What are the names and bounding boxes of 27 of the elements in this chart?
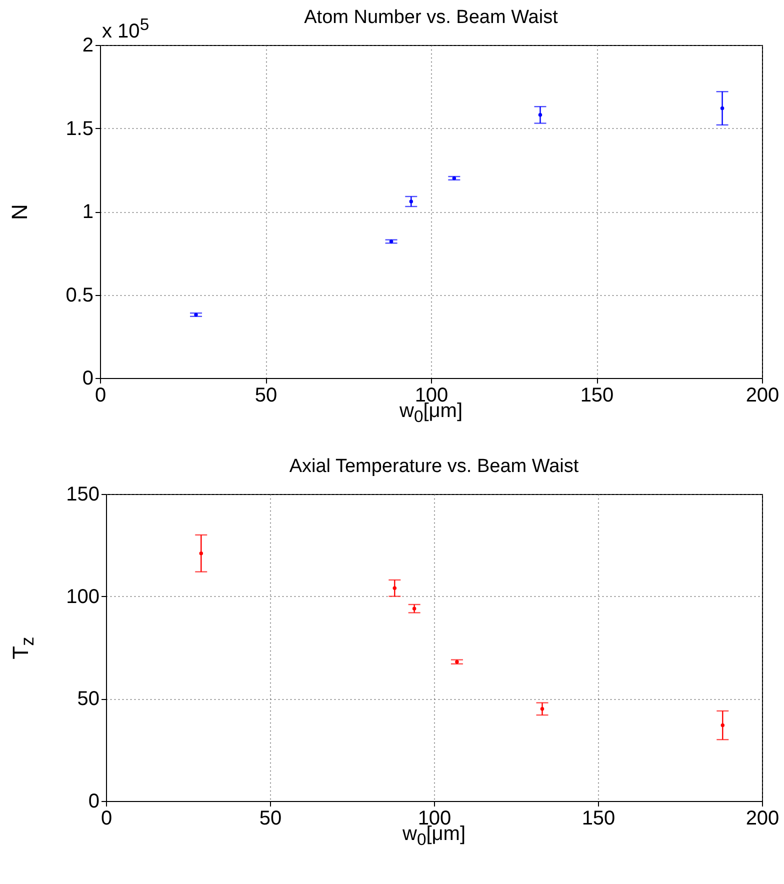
x-tick-label: 200: [746, 384, 780, 406]
y-tick-label: 50: [77, 688, 100, 710]
x-tick-label: 200: [746, 808, 780, 830]
y-tick-label: 0: [82, 368, 94, 390]
point: [538, 113, 542, 117]
x-tick-label: 50: [259, 808, 282, 830]
y-tick-label: 100: [66, 586, 100, 608]
x-tick-label: 50: [254, 384, 278, 406]
point: [540, 707, 544, 711]
chart-title: Atom Number vs. Beam Waist: [304, 7, 559, 28]
y-tick-label: 0: [88, 790, 100, 812]
point: [392, 586, 397, 590]
x-tick-label: 150: [582, 808, 616, 830]
text: x 10$^{5}$: [102, 15, 150, 44]
y-tick-label: 2: [82, 34, 94, 56]
y-tick-label: 1.5: [66, 118, 94, 140]
point: [720, 106, 724, 110]
y-axis-title: N: [6, 204, 33, 220]
point: [199, 551, 203, 556]
x-tick-label: 150: [580, 384, 614, 406]
y-tick-label: 150: [66, 484, 100, 506]
chart-title: Axial Temperature vs. Beam Waist: [289, 456, 580, 477]
point: [720, 723, 725, 728]
y-tick-label: 1: [82, 201, 94, 223]
y-tick-label: 0.5: [66, 284, 94, 306]
point: [409, 200, 414, 204]
point: [412, 606, 416, 610]
